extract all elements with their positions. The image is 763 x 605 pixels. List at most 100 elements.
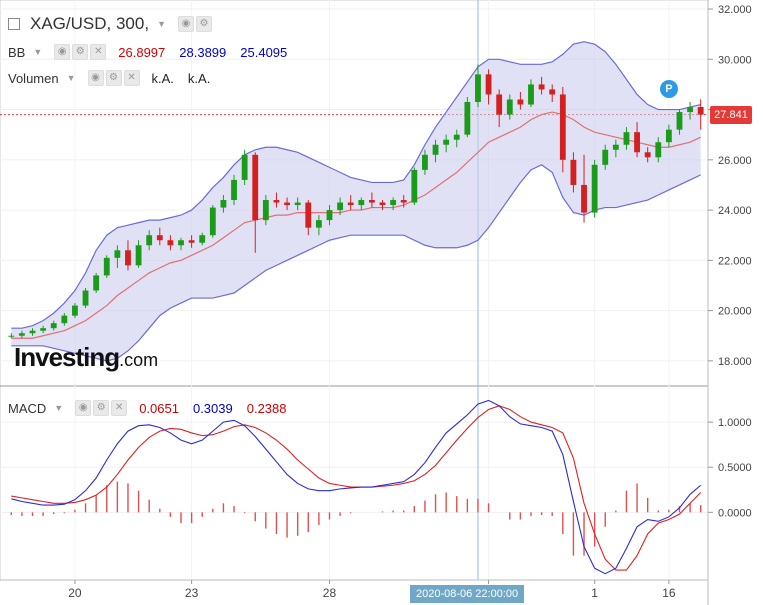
candle-body — [443, 139, 450, 145]
y-tick-label: 20.000 — [718, 306, 752, 318]
bb-label: BB — [8, 44, 26, 60]
candle-body — [262, 200, 269, 221]
candle-body — [432, 144, 439, 155]
macd-legend: MACD ▼ ◉ ⚙ ✕ 0.0651 0.3039 0.2388 — [8, 400, 295, 416]
candle — [93, 272, 100, 294]
candle-body — [570, 159, 577, 185]
current-price-tag: 27.841 — [710, 105, 752, 124]
candle-body — [114, 250, 121, 258]
close-icon[interactable]: ✕ — [90, 44, 107, 60]
candle — [337, 197, 344, 216]
candle-body — [167, 240, 174, 246]
candle-body — [379, 202, 386, 206]
candle — [167, 235, 174, 251]
candle — [125, 240, 131, 271]
candle-body — [284, 202, 290, 206]
candle-body — [644, 152, 651, 158]
candle-body — [103, 257, 110, 276]
gear-icon[interactable]: ⚙ — [105, 70, 122, 86]
candle-body — [581, 184, 587, 213]
y-tick-label: 32.000 — [718, 4, 752, 16]
candle — [432, 139, 439, 163]
candle-body — [687, 107, 694, 113]
chevron-down-icon[interactable]: ▼ — [54, 403, 64, 413]
candle — [156, 227, 163, 246]
eye-icon[interactable]: ◉ — [87, 70, 104, 86]
candle-body — [453, 134, 460, 140]
candle — [506, 94, 513, 120]
candle-body — [485, 74, 492, 95]
candle — [368, 192, 375, 208]
eye-icon[interactable]: ◉ — [177, 16, 194, 32]
chevron-down-icon[interactable]: ▼ — [157, 19, 166, 29]
candle — [602, 144, 609, 170]
x-tick-label: 16 — [662, 586, 676, 600]
candle — [623, 127, 630, 150]
x-tick-label: 1 — [591, 586, 598, 600]
candle — [315, 215, 322, 236]
candle-body — [496, 94, 503, 115]
gear-icon[interactable]: ⚙ — [72, 44, 89, 60]
candle — [400, 195, 407, 208]
bb-value-3: 25.4095 — [240, 44, 288, 60]
candle-body — [125, 250, 131, 266]
candle-body — [612, 144, 619, 150]
candle-body — [273, 200, 280, 203]
candle-body — [549, 89, 556, 95]
volume-value-2: k.A. — [187, 70, 211, 86]
candle-body — [231, 179, 237, 201]
candle — [538, 76, 545, 95]
pin-marker-icon[interactable]: P — [659, 80, 678, 99]
candle — [517, 91, 524, 110]
gear-icon[interactable]: ⚙ — [93, 400, 110, 416]
candle — [528, 79, 534, 108]
candle — [8, 333, 15, 339]
x-tick-label: 23 — [185, 586, 199, 600]
candle — [453, 129, 460, 148]
candle-body — [400, 200, 407, 203]
x-tick-label: 28 — [323, 586, 337, 600]
y-tick-label: 26.000 — [718, 155, 752, 167]
macd-y-tick-label: 0.5000 — [718, 462, 752, 474]
investing-logo: Investing.com — [14, 342, 159, 372]
chevron-down-icon[interactable]: ▼ — [33, 47, 43, 57]
chevron-down-icon[interactable]: ▼ — [66, 73, 76, 83]
candle-body — [368, 200, 375, 203]
candle — [326, 205, 333, 226]
candle-body — [29, 330, 36, 334]
volume-label: Volumen — [8, 70, 59, 86]
candle-body — [252, 154, 259, 221]
candle-body — [8, 335, 15, 337]
candle-body — [178, 240, 184, 246]
close-icon[interactable]: ✕ — [123, 70, 140, 86]
bb-upper-line — [11, 41, 701, 329]
candle — [114, 245, 121, 268]
candle-body — [591, 164, 598, 213]
candle — [676, 109, 683, 135]
candle-body — [506, 99, 513, 115]
candle-body — [358, 200, 365, 206]
close-icon[interactable]: ✕ — [111, 400, 128, 416]
collapse-icon[interactable] — [8, 18, 20, 30]
macd-label: MACD — [8, 400, 47, 416]
candle-body — [18, 333, 25, 336]
candle — [220, 195, 227, 213]
candle-body — [528, 84, 534, 105]
candle — [29, 328, 36, 336]
candle-body — [623, 132, 630, 145]
y-tick-label: 30.000 — [718, 54, 752, 66]
candle — [262, 195, 269, 226]
candle — [294, 197, 301, 211]
candle — [18, 330, 25, 339]
gear-icon[interactable]: ⚙ — [195, 16, 212, 32]
eye-icon[interactable]: ◉ — [54, 44, 71, 60]
candle-body — [634, 132, 640, 153]
candle-body — [464, 102, 471, 135]
eye-icon[interactable]: ◉ — [75, 400, 92, 416]
candle-body — [475, 74, 481, 103]
bollinger-bands — [11, 41, 701, 362]
crosshair-date-tag: 2020-08-06 22:00:00 — [409, 585, 525, 603]
candle-body — [305, 202, 312, 228]
candle — [464, 96, 471, 138]
